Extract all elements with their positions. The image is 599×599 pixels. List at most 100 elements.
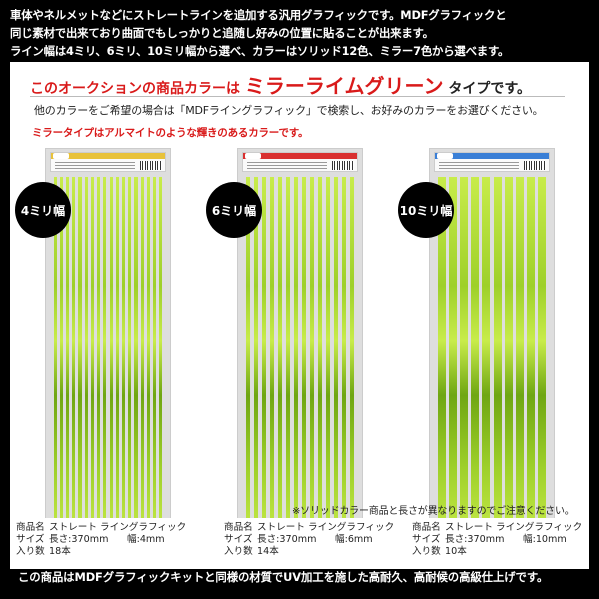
sheet-label-band <box>51 153 165 159</box>
stripe <box>277 177 283 541</box>
spec-length: 長さ:370mm <box>445 534 505 545</box>
stripes <box>244 177 356 541</box>
mirror-note-text: ミラータイプはアルマイトのような輝きのあるカラーです。 <box>32 127 309 139</box>
stripe <box>140 177 144 541</box>
length-disclaimer: ※ソリッドカラー商品と長さが異なりますのでご注意ください。 <box>292 506 575 517</box>
stripe <box>53 177 57 541</box>
stripe <box>153 177 157 541</box>
stripe <box>122 177 126 541</box>
intro-line-2: 同じ素材で出来ており曲面でもしっかりと追随し好みの位置に貼ることが出来ます。 <box>10 26 434 40</box>
stripe <box>482 177 491 541</box>
sheet-label-band <box>435 153 549 159</box>
spec-size-label: サイズ <box>224 534 253 545</box>
spec-width: 幅:10mm <box>523 534 567 545</box>
stripe <box>285 177 291 541</box>
barcode-icon <box>332 161 354 170</box>
stripe <box>134 177 138 541</box>
stripe <box>78 177 82 541</box>
stripe <box>66 177 70 541</box>
stripe <box>97 177 101 541</box>
stripe <box>341 177 347 541</box>
divider <box>30 96 565 97</box>
mdf-logo <box>437 153 453 159</box>
mdf-logo <box>53 153 69 159</box>
stripe <box>437 177 446 541</box>
color-headline: このオークションの商品カラーは ミラーライムグリーン タイプです。 <box>30 70 531 99</box>
stripes <box>52 177 164 541</box>
stripe <box>317 177 323 541</box>
spec-count: 18本 <box>49 546 71 557</box>
stripe <box>269 177 275 541</box>
stripe <box>527 177 536 541</box>
intro-line-3: ライン幅は4ミリ、6ミリ、10ミリ幅から選べ、カラーはソリッド12色、ミラー7色… <box>10 44 510 58</box>
stripe <box>84 177 88 541</box>
spec-name-label: 商品名 <box>224 522 253 533</box>
spec-name-value: ストレート ライングラフィック <box>49 522 187 533</box>
badge-6mm: 6ミリ幅 <box>206 182 262 238</box>
stripe <box>59 177 63 541</box>
spec-count: 10本 <box>445 546 467 557</box>
spec-box-4mm: 商品名 ストレート ライングラフィック サイズ 長さ:370mm 幅:4mm 入り数 1… <box>10 518 193 562</box>
stripe <box>515 177 525 541</box>
intro-text: 車体やネルメットなどにストレートラインを追加する汎用グラフィックです。MDFグラ… <box>10 6 595 60</box>
stripe <box>301 177 307 541</box>
intro-line-1: 車体やネルメットなどにストレートラインを追加する汎用グラフィックです。MDFグラ… <box>10 8 507 22</box>
product-panel: このオークションの商品カラーは ミラーライムグリーン タイプです。 他のカラーを… <box>10 62 589 569</box>
stripe <box>504 177 513 541</box>
stripe <box>293 177 299 541</box>
headline-suffix: タイプです。 <box>448 81 531 97</box>
mdf-logo <box>245 153 261 159</box>
spec-length: 長さ:370mm <box>257 534 317 545</box>
spec-size-label: サイズ <box>412 534 441 545</box>
badge-4mm: 4ミリ幅 <box>15 182 71 238</box>
stripe <box>90 177 94 541</box>
spec-count: 14本 <box>257 546 279 557</box>
barcode-icon <box>140 161 162 170</box>
stripe <box>459 177 469 541</box>
stripe <box>471 177 480 541</box>
spec-box-6mm: 商品名 ストレート ライングラフィック サイズ 長さ:370mm 幅:6mm 入り数 1… <box>218 518 401 562</box>
spec-width: 幅:6mm <box>335 534 373 545</box>
stripe <box>325 177 331 541</box>
other-colors-text: 他のカラーをご希望の場合は「MDFライングラフィック」で検索し、お好みのカラーを… <box>34 104 544 117</box>
stripe <box>349 177 355 541</box>
badge-10mm: 10ミリ幅 <box>398 182 454 238</box>
sheet-label <box>434 152 550 172</box>
spec-count-label: 入り数 <box>412 546 441 557</box>
stripe <box>128 177 132 541</box>
stripe <box>538 177 547 541</box>
stripe <box>103 177 107 541</box>
stripe <box>253 177 259 541</box>
sheet-label <box>242 152 358 172</box>
stripe <box>245 177 251 541</box>
stripe <box>109 177 113 541</box>
sheet-label-band <box>243 153 357 159</box>
stripe <box>115 177 119 541</box>
spec-width: 幅:4mm <box>127 534 165 545</box>
spec-length: 長さ:370mm <box>49 534 109 545</box>
barcode-icon <box>524 161 546 170</box>
headline-prefix: このオークションの商品カラーは <box>30 81 240 97</box>
spec-name-value: ストレート ライングラフィック <box>257 522 395 533</box>
stripe <box>493 177 502 541</box>
stripe <box>448 177 457 541</box>
sticker-sheet-4mm <box>45 148 171 550</box>
headline-color-name: ミラーライムグリーン <box>244 74 444 98</box>
stripe <box>333 177 339 541</box>
stripe <box>261 177 267 541</box>
spec-count-label: 入り数 <box>16 546 45 557</box>
stripe <box>72 177 76 541</box>
sheet-label <box>50 152 166 172</box>
footer-text: この商品はMDFグラフィックキットと同様の材質でUV加工を施した高耐久、高耐候の… <box>18 570 549 584</box>
spec-name-value: ストレート ライングラフィック <box>445 522 583 533</box>
spec-box-10mm: 商品名 ストレート ライングラフィック サイズ 長さ:370mm 幅:10mm 入り数… <box>406 518 589 562</box>
spec-name-label: 商品名 <box>412 522 441 533</box>
stripe <box>146 177 150 541</box>
stripe <box>309 177 315 541</box>
spec-count-label: 入り数 <box>224 546 253 557</box>
stripes <box>436 177 548 541</box>
spec-size-label: サイズ <box>16 534 45 545</box>
spec-name-label: 商品名 <box>16 522 45 533</box>
stripe <box>159 177 163 541</box>
